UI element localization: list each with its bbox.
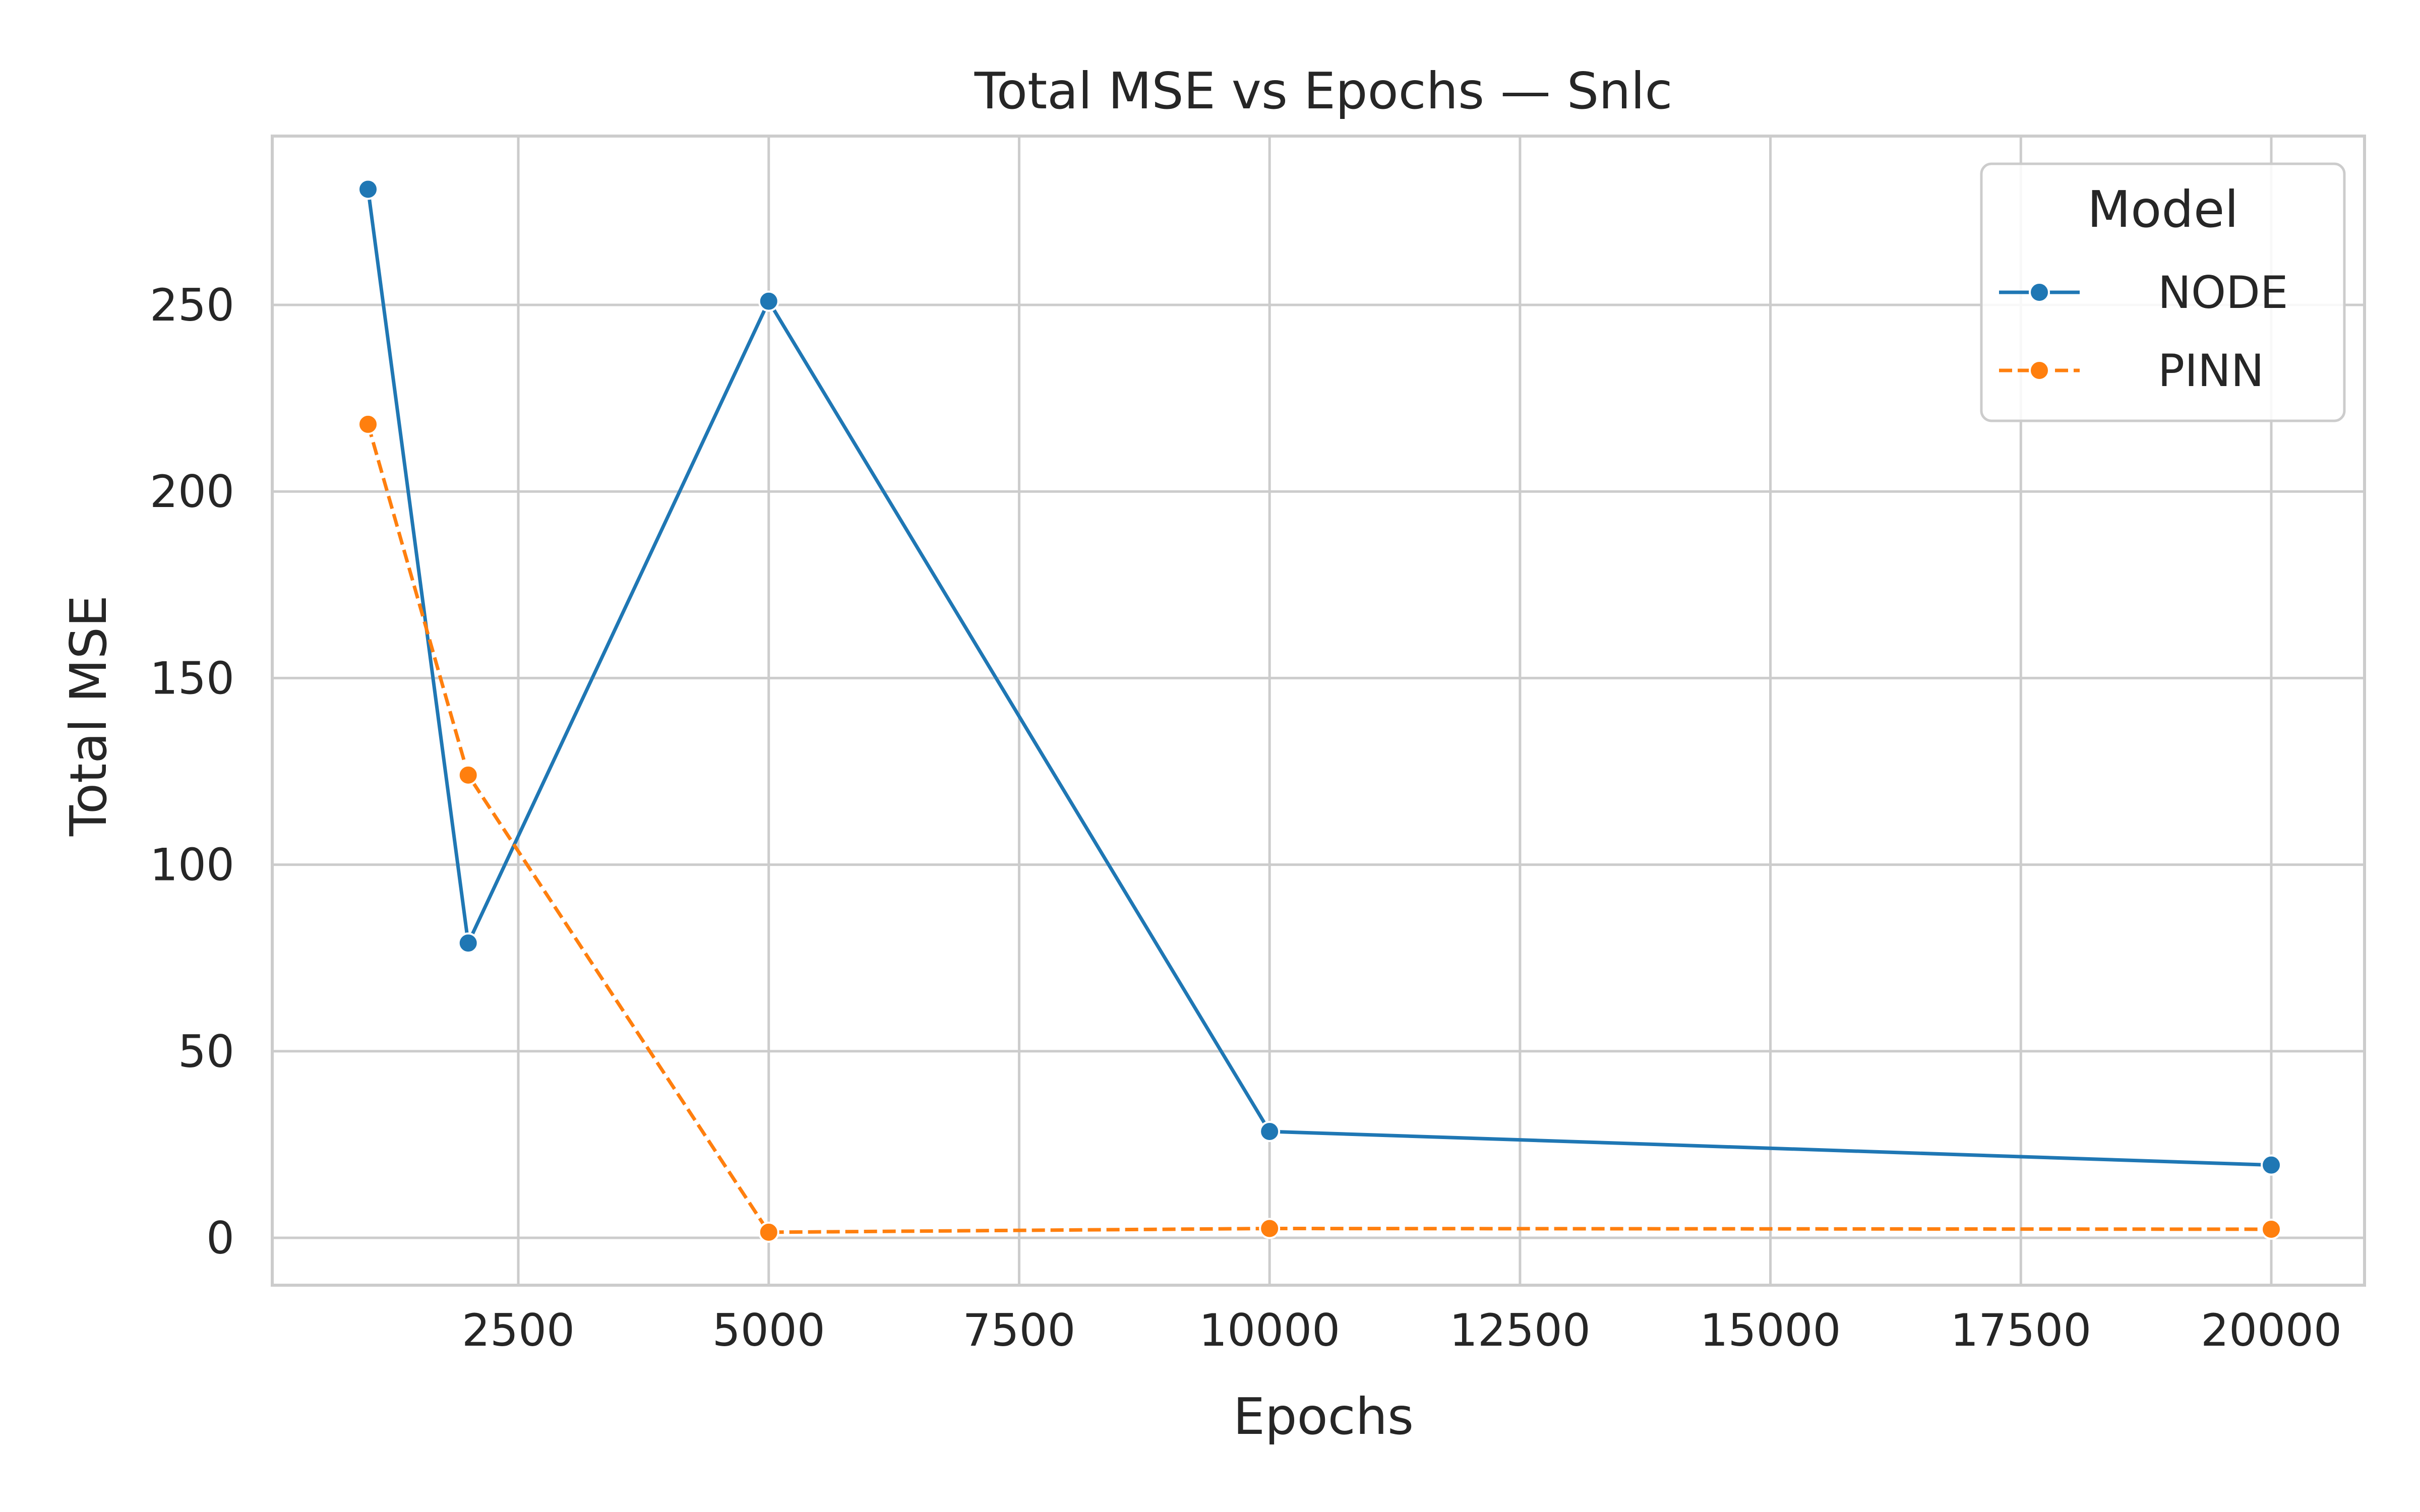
data-point-node [1259, 1120, 1281, 1142]
y-tick-labels: 0 50 100 150 200 250 [150, 279, 234, 1264]
data-point-node [2261, 1154, 2282, 1176]
y-tick-label: 0 [206, 1212, 234, 1264]
x-tick-label: 15000 [1700, 1304, 1841, 1356]
legend-label-pinn: PINN [2158, 345, 2264, 397]
series-pinn [357, 413, 2282, 1243]
data-point-pinn [758, 1221, 779, 1243]
y-tick-label: 200 [150, 466, 234, 518]
legend-label-node: NODE [2158, 267, 2288, 319]
data-point-node [457, 932, 479, 954]
x-tick-label: 7500 [962, 1304, 1075, 1356]
y-tick-label: 150 [150, 652, 234, 704]
legend-marker-node [2029, 282, 2050, 303]
legend-title: Model [2087, 180, 2238, 239]
legend-box [1980, 162, 2346, 422]
legend-marker-pinn [2029, 360, 2050, 381]
legend-entries: NODE PINN [1999, 267, 2288, 397]
plot-frame [271, 135, 2366, 1287]
x-axis-label: Epochs [1233, 1387, 1414, 1446]
data-point-node [357, 178, 379, 200]
y-axis-label: Total MSE [59, 595, 118, 837]
x-tick-label: 5000 [712, 1304, 825, 1356]
y-tick-label: 50 [178, 1026, 234, 1078]
legend-entry-pinn: PINN [1999, 345, 2264, 397]
x-tick-label: 10000 [1199, 1304, 1340, 1356]
data-point-pinn [357, 413, 379, 435]
data-point-node [758, 290, 779, 312]
x-tick-label: 17500 [1950, 1304, 2091, 1356]
chart-title: Total MSE vs Epochs — Snlc [974, 61, 1673, 120]
x-tick-label: 2500 [462, 1304, 575, 1356]
series-line-pinn [366, 423, 2272, 1234]
legend: Model NODE PINN [1980, 162, 2346, 422]
data-point-pinn [2261, 1218, 2282, 1240]
series-node [357, 178, 2282, 1176]
series-layer [357, 178, 2282, 1243]
y-tick-label: 100 [150, 839, 234, 891]
data-point-pinn [1259, 1218, 1281, 1239]
legend-entry-node: NODE [1999, 267, 2288, 319]
x-tick-labels: 2500 5000 7500 10000 12500 15000 17500 20000 [462, 1304, 2342, 1356]
data-point-pinn [457, 764, 479, 786]
x-tick-label: 20000 [2201, 1304, 2342, 1356]
y-tick-label: 250 [150, 279, 234, 331]
x-tick-label: 12500 [1449, 1304, 1591, 1356]
